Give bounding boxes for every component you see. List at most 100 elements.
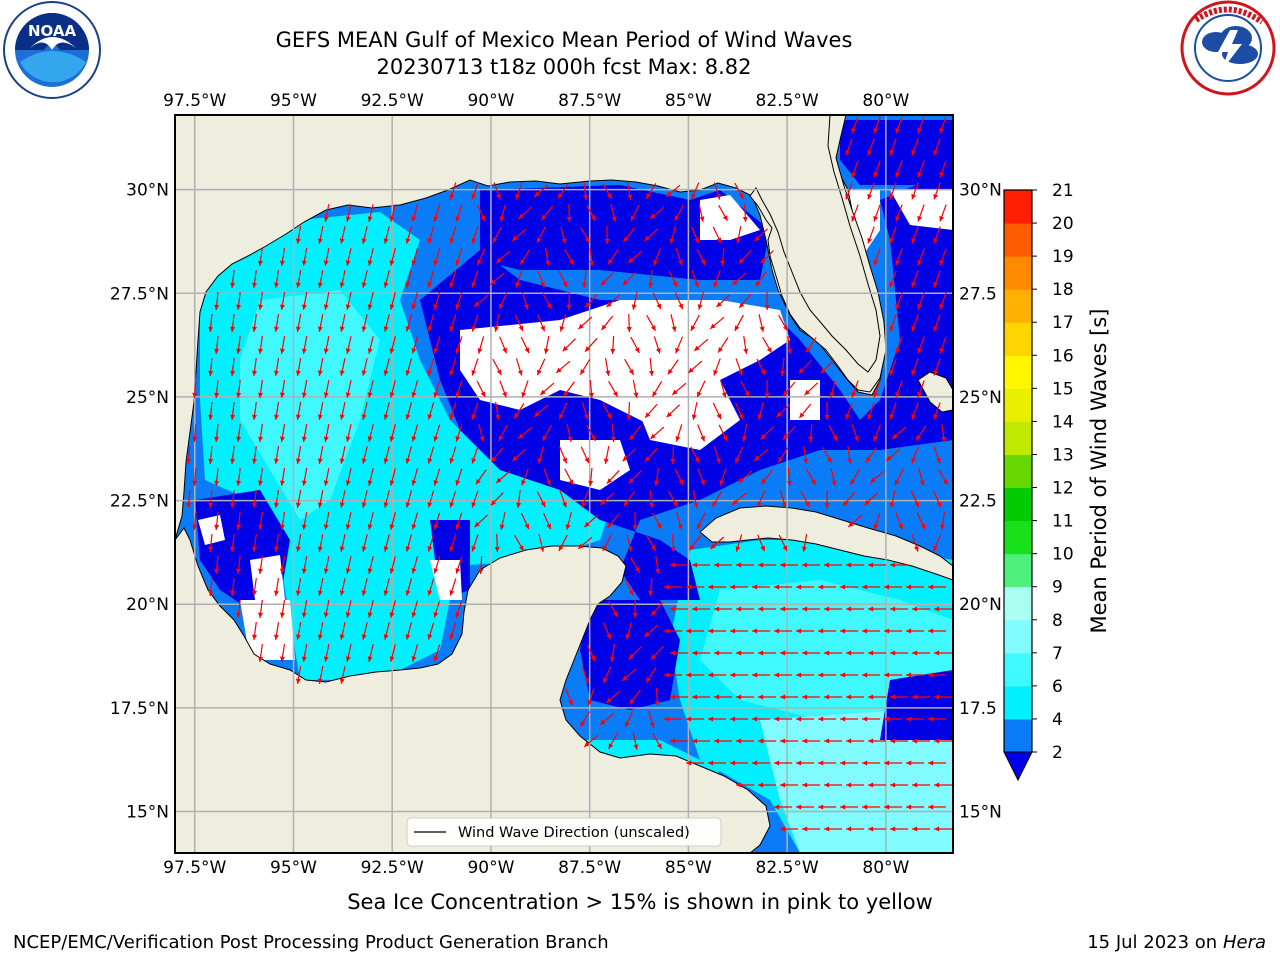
wave-direction-arrow bbox=[928, 760, 947, 766]
wave-direction-arrow bbox=[236, 599, 242, 619]
wave-direction-arrow bbox=[714, 738, 733, 744]
lat-tick-label-left: 17.5°N bbox=[110, 699, 169, 719]
wave-direction-arrow bbox=[258, 248, 264, 266]
wave-direction-arrow bbox=[295, 402, 302, 420]
wave-direction-arrow bbox=[520, 336, 530, 354]
wave-direction-arrow bbox=[708, 584, 727, 590]
wave-direction-arrow bbox=[295, 358, 302, 376]
wave-direction-arrow bbox=[533, 184, 549, 198]
wave-direction-arrow bbox=[579, 710, 591, 728]
wave-direction-arrow bbox=[846, 782, 865, 788]
wave-direction-arrow bbox=[345, 336, 352, 354]
wave-direction-arrow bbox=[512, 448, 527, 462]
wave-direction-arrow bbox=[873, 160, 881, 178]
wave-direction-arrow bbox=[489, 272, 505, 286]
wave-direction-arrow bbox=[895, 160, 903, 178]
wave-direction-arrow bbox=[758, 314, 765, 332]
wave-direction-arrow bbox=[367, 204, 374, 222]
wave-direction-arrow bbox=[731, 272, 747, 286]
wave-direction-arrow bbox=[339, 666, 346, 684]
wave-direction-arrow bbox=[697, 292, 704, 310]
wave-direction-arrow bbox=[740, 380, 750, 398]
wave-direction-arrow bbox=[906, 760, 925, 766]
wave-direction-arrow bbox=[714, 606, 733, 612]
wave-direction-arrow bbox=[433, 600, 441, 618]
wave-direction-arrow bbox=[476, 380, 486, 398]
wave-direction-arrow bbox=[361, 402, 368, 420]
wave-direction-arrow bbox=[709, 316, 725, 330]
wave-direction-arrow bbox=[536, 490, 546, 508]
wave-direction-arrow bbox=[521, 380, 529, 398]
wave-direction-arrow bbox=[644, 447, 658, 463]
wave-direction-arrow bbox=[670, 445, 676, 465]
wave-direction-arrow bbox=[383, 622, 390, 640]
colorbar-tick-label: 16 bbox=[1052, 346, 1074, 366]
wave-direction-arrow bbox=[214, 291, 220, 311]
wave-direction-arrow bbox=[649, 206, 665, 220]
wave-direction-arrow bbox=[650, 645, 664, 661]
wave-period-region bbox=[430, 560, 462, 600]
wave-direction-arrow bbox=[647, 710, 655, 728]
wave-direction-arrow bbox=[511, 228, 527, 242]
title-line-1: GEFS MEAN Gulf of Mexico Mean Period of … bbox=[275, 28, 853, 52]
wave-direction-arrow bbox=[764, 291, 770, 311]
wave-direction-arrow bbox=[873, 512, 881, 530]
wave-direction-arrow bbox=[339, 534, 346, 552]
wave-direction-arrow bbox=[258, 644, 264, 662]
wave-direction-arrow bbox=[889, 270, 897, 288]
lon-tick-label-top: 90°W bbox=[467, 91, 514, 111]
wave-direction-arrow bbox=[645, 183, 657, 199]
wave-direction-arrow bbox=[741, 424, 748, 442]
wave-direction-arrow bbox=[867, 402, 875, 420]
wave-direction-arrow bbox=[610, 335, 616, 355]
wave-direction-arrow bbox=[514, 314, 524, 332]
wave-direction-arrow bbox=[490, 492, 504, 506]
colorbar-segment bbox=[1004, 487, 1032, 522]
wave-direction-arrow bbox=[515, 270, 523, 288]
wave-direction-arrow bbox=[624, 358, 635, 376]
wave-direction-arrow bbox=[830, 468, 837, 486]
wave-direction-arrow bbox=[361, 226, 368, 244]
wave-direction-arrow bbox=[518, 206, 533, 220]
wave-direction-arrow bbox=[583, 181, 589, 201]
wave-direction-arrow bbox=[805, 337, 817, 353]
wave-direction-arrow bbox=[736, 782, 755, 788]
wave-direction-arrow bbox=[868, 738, 887, 744]
wave-direction-arrow bbox=[802, 606, 821, 612]
wave-direction-arrow bbox=[389, 600, 396, 618]
wave-direction-arrow bbox=[846, 562, 865, 568]
wave-direction-arrow bbox=[405, 270, 413, 288]
wave-direction-arrow bbox=[869, 470, 885, 484]
colorbar-tick-label: 9 bbox=[1052, 578, 1063, 598]
wave-direction-arrow bbox=[610, 204, 617, 222]
wave-direction-arrow bbox=[625, 622, 632, 640]
wave-direction-arrow bbox=[911, 358, 919, 376]
wave-direction-arrow bbox=[889, 138, 897, 156]
wave-direction-arrow bbox=[513, 403, 525, 419]
wave-direction-arrow bbox=[933, 446, 941, 464]
wave-direction-arrow bbox=[474, 514, 489, 528]
wave-direction-arrow bbox=[895, 336, 903, 354]
lon-tick-label-top: 92.5°W bbox=[361, 91, 424, 111]
wave-direction-arrow bbox=[895, 512, 903, 530]
wave-direction-arrow bbox=[455, 556, 463, 574]
wave-direction-arrow bbox=[890, 694, 909, 700]
wave-direction-arrow bbox=[519, 249, 531, 265]
wave-direction-arrow bbox=[760, 426, 774, 440]
wave-direction-arrow bbox=[361, 622, 368, 640]
wave-direction-arrow bbox=[632, 380, 639, 398]
wave-direction-arrow bbox=[873, 380, 881, 398]
wave-direction-arrow bbox=[279, 248, 286, 266]
wave-direction-arrow bbox=[690, 182, 700, 200]
wave-direction-arrow bbox=[230, 533, 236, 553]
wave-direction-arrow bbox=[894, 468, 904, 486]
wave-direction-arrow bbox=[608, 380, 619, 398]
wave-direction-arrow bbox=[494, 533, 500, 553]
wave-direction-arrow bbox=[601, 315, 614, 331]
lon-tick-label-top: 85°W bbox=[665, 91, 712, 111]
sea-ice-caption: Sea Ice Concentration > 15% is shown in … bbox=[347, 890, 933, 914]
wave-direction-arrow bbox=[537, 314, 546, 332]
wave-direction-arrow bbox=[664, 672, 683, 678]
wave-direction-arrow bbox=[520, 512, 530, 530]
wave-direction-arrow bbox=[796, 760, 815, 766]
